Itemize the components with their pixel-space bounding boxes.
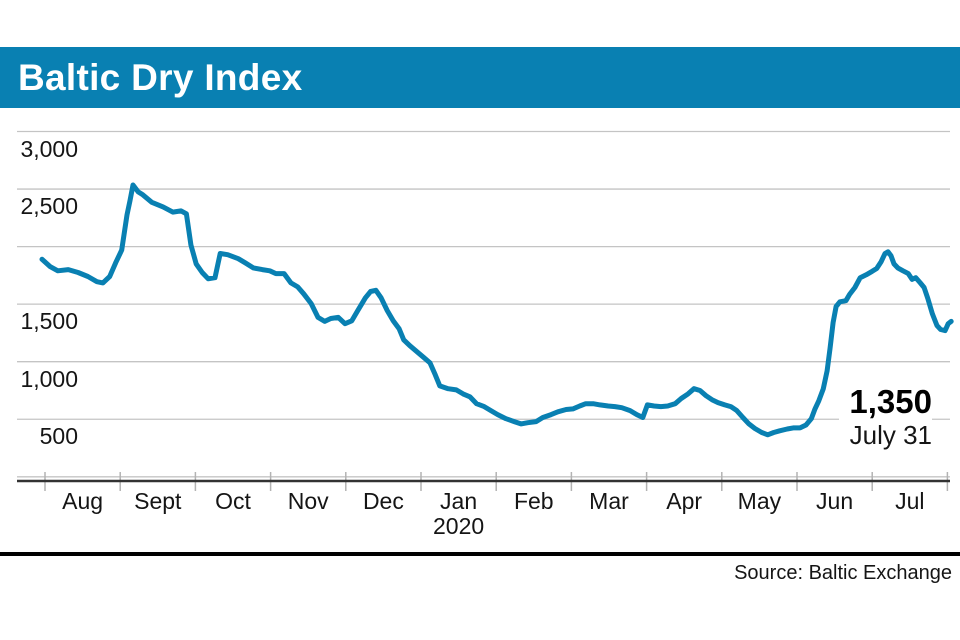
x-axis-label: Sept [120, 489, 195, 514]
x-axis-label: Mar [571, 489, 646, 514]
x-axis-label: Aug [45, 489, 120, 514]
month-label: Feb [513, 488, 554, 514]
x-axis-label: Dec [346, 489, 421, 514]
month-label: Oct [215, 488, 251, 514]
annotation-value: 1,350 [849, 383, 932, 420]
month-label: May [737, 488, 782, 514]
chart-title: Baltic Dry Index [18, 56, 303, 98]
month-label: Aug [62, 488, 104, 514]
data-line [39, 182, 954, 438]
x-axis-label: Nov [271, 489, 346, 514]
month-label: Jul [895, 488, 925, 514]
title-bar: Baltic Dry Index [0, 47, 960, 108]
y-axis-label: 3,000 [20, 135, 78, 162]
x-axis-label: Feb [496, 489, 571, 514]
month-label: Jun [816, 488, 854, 514]
source-divider [0, 552, 960, 556]
y-axis-label: 1,000 [20, 365, 78, 392]
x-axis-label: May [722, 489, 797, 514]
month-label: Sept [134, 488, 182, 514]
month-label: Dec [362, 488, 404, 514]
annotation-date: July 31 [849, 419, 932, 450]
x-axis-label: Oct [195, 489, 270, 514]
last-value-annotation: 1,350 July 31 [839, 383, 932, 453]
month-label: Mar [589, 488, 629, 514]
x-axis-label: Jun [797, 489, 872, 514]
y-axis-label: 500 [39, 423, 78, 450]
x-axis-label: Jan 2020 [421, 489, 496, 539]
year-label: 2020 [433, 512, 485, 539]
source-label: Source: Baltic Exchange [734, 562, 952, 584]
y-axis-label: 1,500 [20, 308, 78, 335]
month-label: Nov [287, 488, 329, 514]
month-label: Apr [666, 488, 703, 514]
x-axis-label: Jul [872, 489, 947, 514]
month-label: Jan [440, 488, 478, 514]
y-axis-label: 2,500 [20, 193, 78, 220]
x-axis-label: Apr [647, 489, 722, 514]
